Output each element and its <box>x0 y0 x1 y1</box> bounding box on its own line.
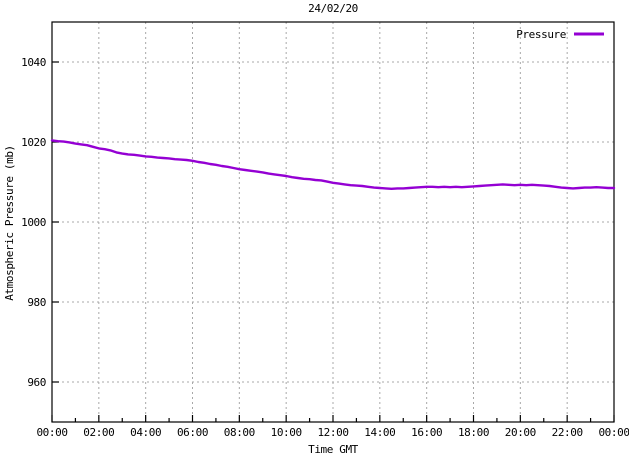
x-tick-label: 00:00 <box>36 426 67 439</box>
x-tick-label: 06:00 <box>177 426 208 439</box>
y-tick-label: 1020 <box>21 136 46 149</box>
x-tick-label: 18:00 <box>458 426 489 439</box>
x-axis-label: Time GMT <box>308 443 358 456</box>
x-tick-label: 20:00 <box>505 426 536 439</box>
legend-label: Pressure <box>516 28 566 41</box>
chart-title: 24/02/20 <box>308 2 358 15</box>
y-tick-label: 980 <box>27 296 46 309</box>
y-axis-label: Atmospheric Pressure (mb) <box>3 145 16 301</box>
x-tick-label: 12:00 <box>317 426 348 439</box>
x-tick-label: 10:00 <box>271 426 302 439</box>
x-tick-label: 04:00 <box>130 426 161 439</box>
x-tick-label: 00:00 <box>598 426 629 439</box>
x-tick-label: 02:00 <box>83 426 114 439</box>
pressure-line <box>50 139 616 191</box>
x-tick-label: 08:00 <box>224 426 255 439</box>
y-tick-label: 1040 <box>21 56 46 69</box>
y-tick-label: 960 <box>27 376 46 389</box>
x-tick-label: 14:00 <box>364 426 395 439</box>
x-tick-label: 22:00 <box>552 426 583 439</box>
y-tick-label: 1000 <box>21 216 46 229</box>
x-tick-label: 16:00 <box>411 426 442 439</box>
